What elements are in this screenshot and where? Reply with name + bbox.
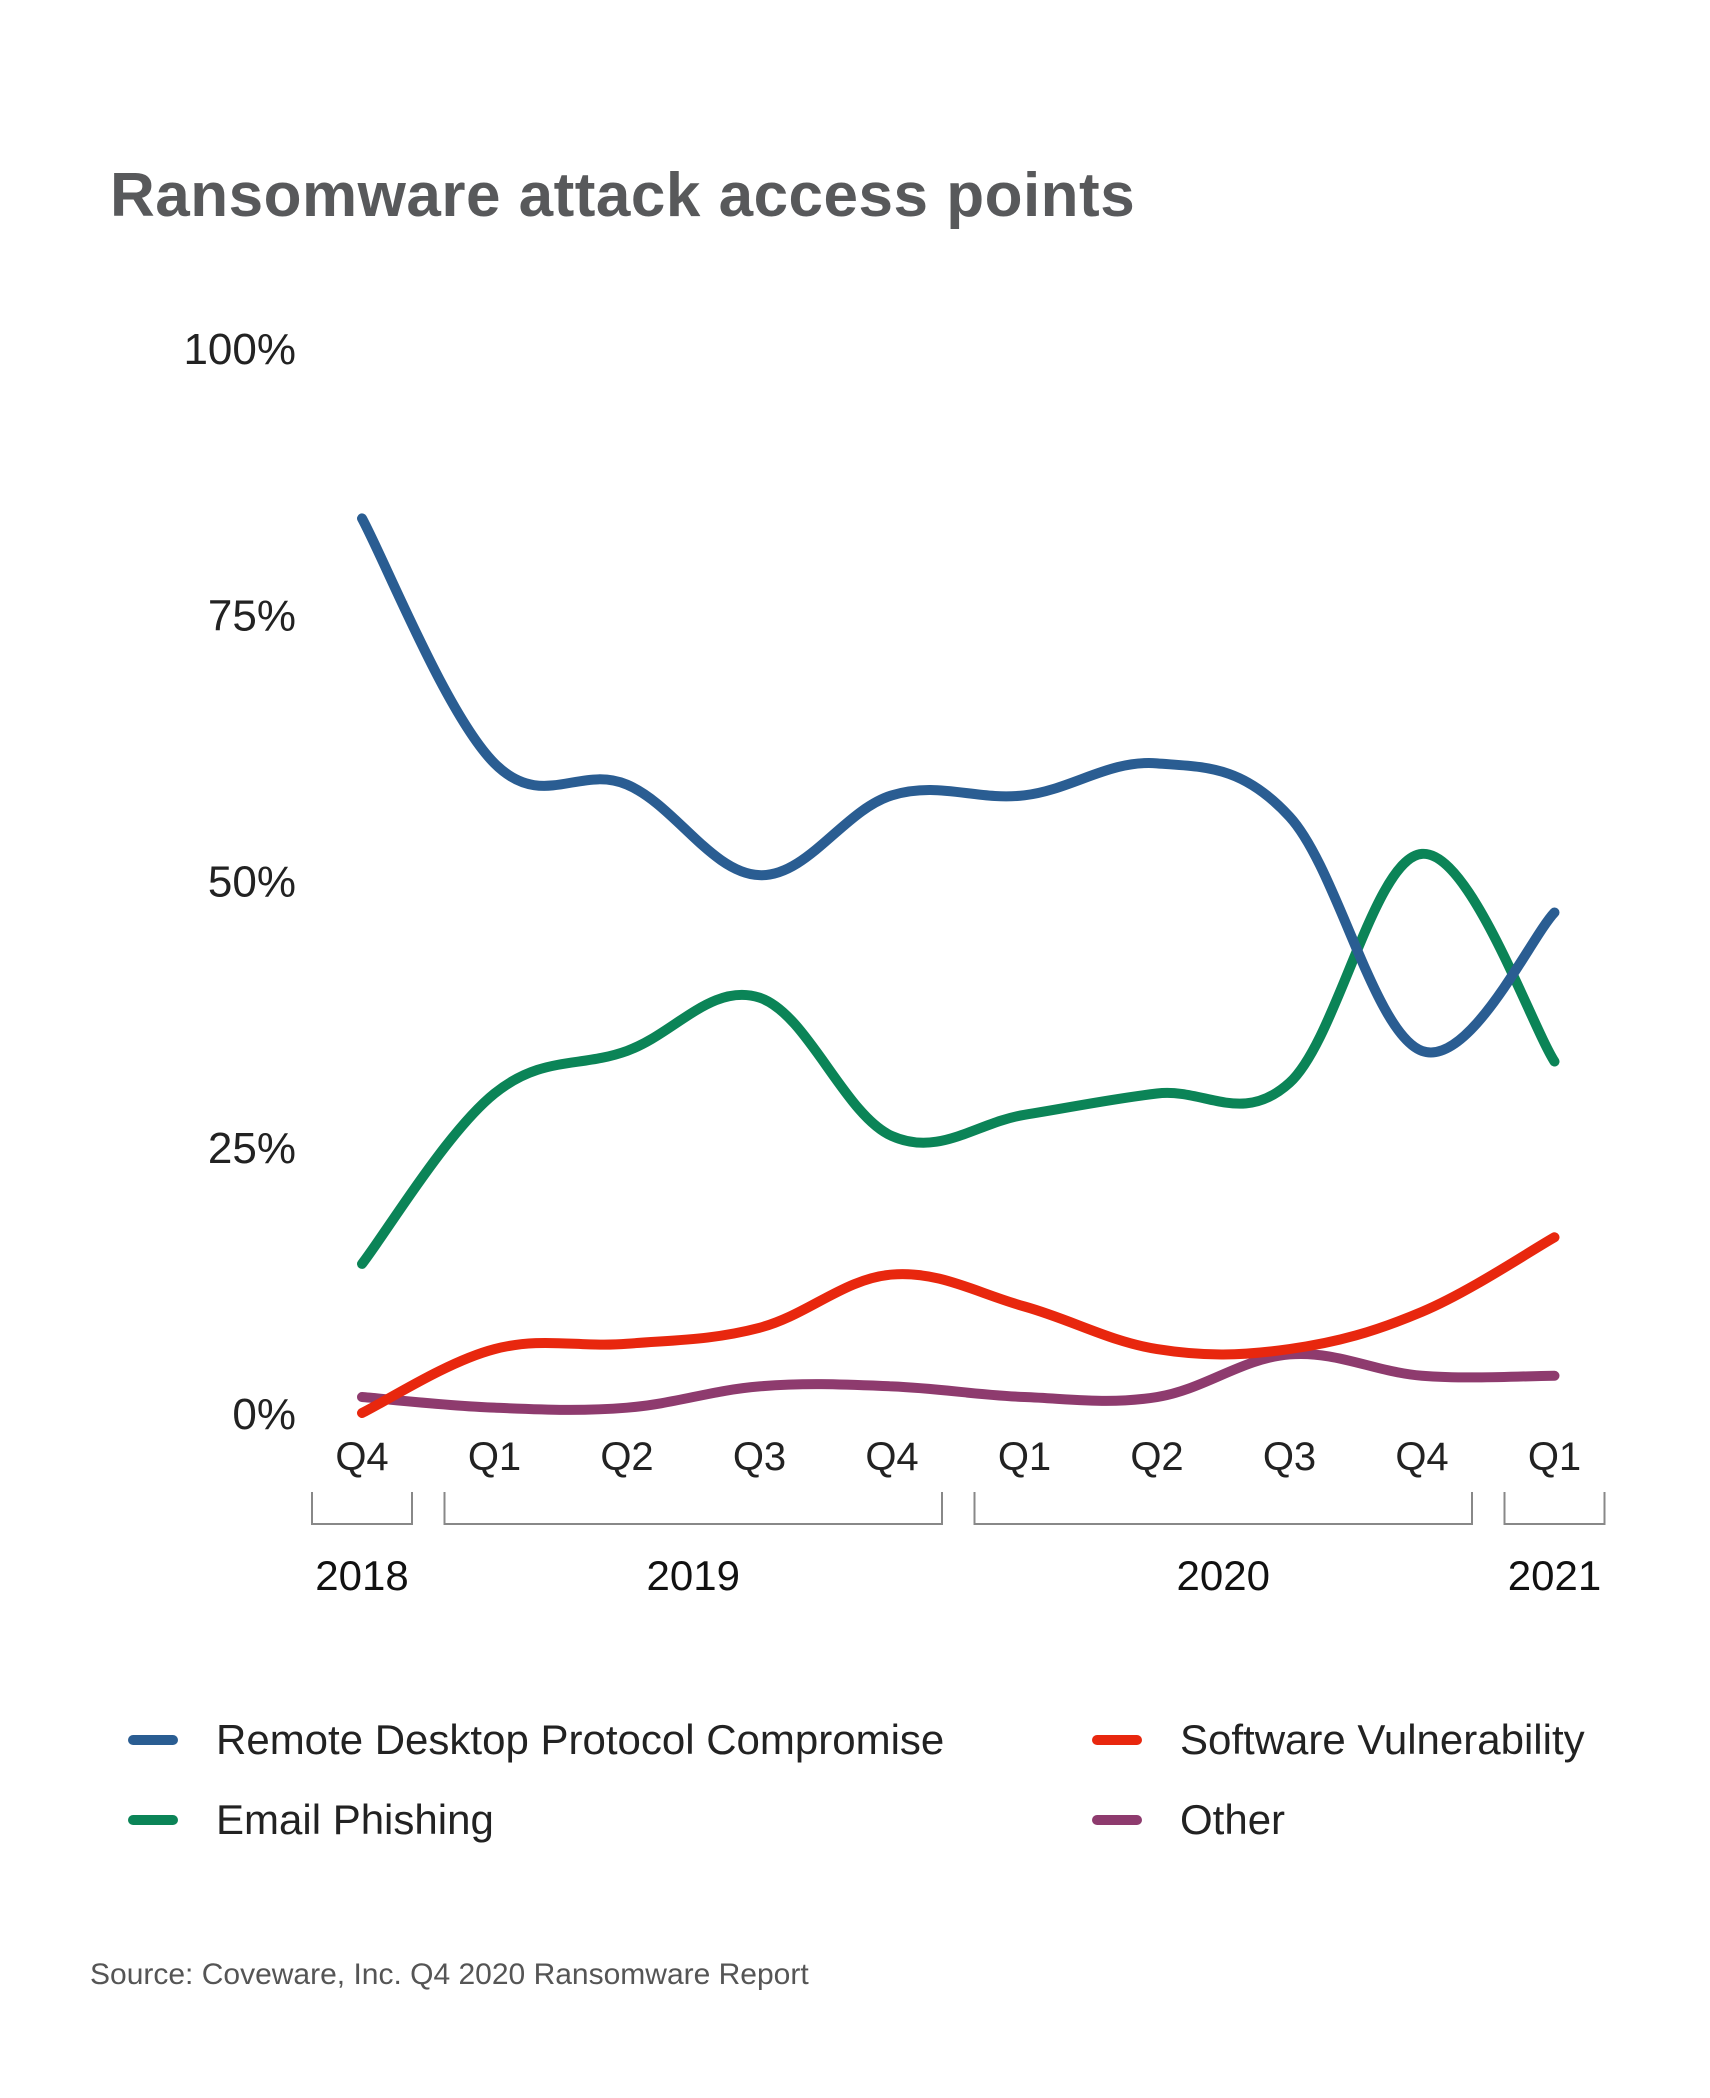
y-tick-label: 50% [208,858,296,907]
y-axis-ticks: 100% 75% 50% 25% 0% [183,325,296,1439]
legend-item-software: Software Vulnerability [1092,1716,1585,1764]
legend-label-software: Software Vulnerability [1180,1716,1585,1763]
x-tick-label: Q2 [1130,1435,1183,1479]
legend-swatch-software [1092,1735,1142,1745]
year-bracket [443,1492,943,1525]
x-tick-label: Q4 [335,1435,388,1479]
year-label: 2019 [647,1552,740,1599]
legend-item-phishing: Email Phishing [128,1796,494,1844]
line-chart: 100% 75% 50% 25% 0% Q4 Q1 Q2 Q3 Q4 Q1 Q2 Q3 Q4 Q1 201… [183,325,1606,1599]
legend-label-other: Other [1180,1796,1286,1843]
series-lines [357,513,1560,1418]
series-line-remote-desktop-protocol-compromise [357,513,1560,1058]
series-line-email-phishing [357,848,1560,1269]
legend-item-rdp: Remote Desktop Protocol Compromise [128,1716,944,1764]
x-tick-label: Q1 [468,1435,521,1479]
x-axis-ticks: Q4 Q1 Q2 Q3 Q4 Q1 Q2 Q3 Q4 Q1 [335,1435,1581,1479]
y-tick-label: 75% [208,591,296,640]
x-tick-label: Q2 [600,1435,653,1479]
legend-swatch-rdp [128,1735,178,1745]
year-bracket [1503,1492,1606,1525]
year-bracket [311,1492,413,1525]
legend-swatch-phishing [128,1815,178,1825]
x-tick-label: Q3 [1263,1435,1316,1479]
legend-label-phishing: Email Phishing [216,1796,494,1843]
year-groups: 2018 2019 2020 2021 [311,1492,1606,1599]
year-bracket [973,1492,1473,1525]
y-tick-label: 0% [232,1390,296,1439]
y-tick-label: 25% [208,1124,296,1173]
x-tick-label: Q4 [865,1435,918,1479]
legend-label-rdp: Remote Desktop Protocol Compromise [216,1716,945,1763]
series-line-other [357,1348,1560,1415]
x-tick-label: Q3 [733,1435,786,1479]
series-line-software-vulnerability [357,1232,1560,1418]
x-tick-label: Q4 [1395,1435,1448,1479]
year-label: 2020 [1177,1552,1270,1599]
year-label: 2021 [1508,1552,1601,1599]
chart-title: Ransomware attack access points [110,161,1136,230]
year-label: 2018 [315,1552,408,1599]
x-tick-label: Q1 [998,1435,1051,1479]
y-tick-label: 100% [183,325,296,374]
legend-item-other: Other [1092,1796,1285,1844]
legend-swatch-other [1092,1815,1142,1825]
source-note: Source: Coveware, Inc. Q4 2020 Ransomwar… [90,1958,809,1991]
x-tick-label: Q1 [1528,1435,1581,1479]
